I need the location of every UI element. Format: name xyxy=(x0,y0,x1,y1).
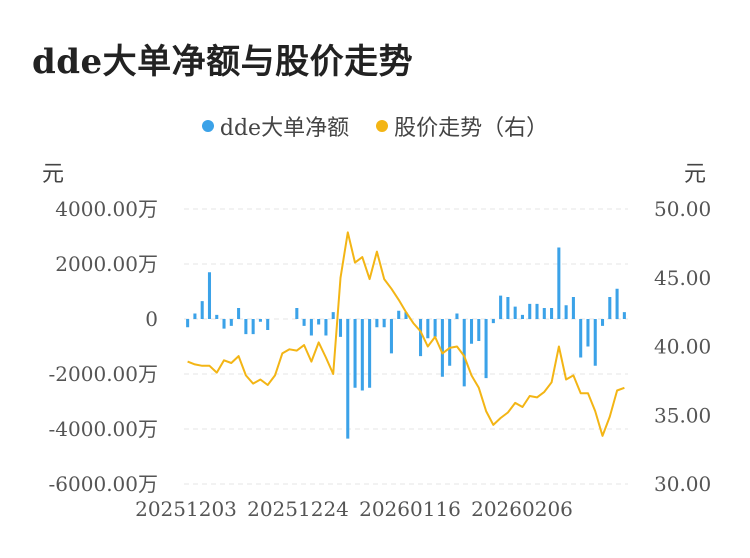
bar xyxy=(251,319,255,335)
legend-item-dde[interactable]: dde大单净额 xyxy=(201,110,350,142)
left-tick-label: -6000.00万 xyxy=(49,472,158,496)
legend-marker-price xyxy=(376,120,389,132)
bar xyxy=(346,319,350,439)
bar xyxy=(622,312,626,319)
left-tick-label: -2000.00万 xyxy=(49,362,158,386)
bar xyxy=(382,319,386,328)
bar xyxy=(600,319,605,326)
bar xyxy=(244,319,248,335)
line-series-price xyxy=(187,231,625,437)
right-tick-label: 35.00 xyxy=(654,403,711,427)
bar xyxy=(375,319,379,328)
right-tick-label: 30.00 xyxy=(654,472,711,496)
bar xyxy=(557,247,561,319)
x-tick-label: 20251203 xyxy=(135,497,237,521)
bar xyxy=(360,319,364,391)
bar xyxy=(389,319,393,354)
bar xyxy=(302,319,306,326)
legend-label-dde: dde大单净额 xyxy=(219,116,350,141)
bar xyxy=(331,312,335,319)
x-axis: 20251203 20251224 20260116 20260206 xyxy=(135,497,573,521)
bar xyxy=(564,305,568,319)
right-tick-label: 45.00 xyxy=(654,266,711,290)
bar xyxy=(419,319,423,357)
left-tick-label: 0 xyxy=(145,307,158,331)
bar xyxy=(491,319,495,324)
bar xyxy=(535,303,539,319)
bar xyxy=(193,313,197,319)
bar xyxy=(440,319,444,377)
bar xyxy=(237,308,241,319)
gridlines xyxy=(184,208,628,485)
left-axis-unit: 元 xyxy=(42,162,65,187)
bar xyxy=(513,306,517,319)
bar xyxy=(455,313,459,319)
x-tick-label: 20260206 xyxy=(471,497,573,521)
bar xyxy=(309,319,313,336)
bar xyxy=(433,319,437,337)
bar xyxy=(317,319,321,325)
legend-marker-dde xyxy=(201,120,214,132)
bar xyxy=(477,319,481,341)
bar xyxy=(368,319,372,388)
bar xyxy=(207,272,212,319)
bar xyxy=(593,319,597,366)
bar xyxy=(528,303,532,319)
bar xyxy=(200,301,204,319)
bar xyxy=(266,319,270,330)
price-line xyxy=(187,231,625,437)
bar xyxy=(550,308,554,319)
bar xyxy=(571,297,575,319)
bar xyxy=(229,319,233,326)
bar xyxy=(426,319,430,339)
bar xyxy=(338,319,343,337)
bar xyxy=(615,288,619,319)
x-tick-label: 20251224 xyxy=(247,497,349,521)
bar xyxy=(469,319,474,344)
bar xyxy=(579,319,583,358)
bar xyxy=(404,312,408,319)
bar xyxy=(397,310,401,319)
bar xyxy=(520,314,524,319)
right-axis-unit: 元 xyxy=(684,162,707,187)
bar-series-dde xyxy=(186,247,626,439)
bar xyxy=(484,319,488,379)
legend-label-price: 股价走势（右） xyxy=(394,116,549,141)
left-axis: 4000.00万 2000.00万 0 -2000.00万 -4000.00万 -6000… xyxy=(49,197,158,496)
bar xyxy=(608,297,612,319)
right-tick-label: 50.00 xyxy=(654,197,711,221)
bar xyxy=(448,319,452,366)
bar xyxy=(324,319,328,336)
right-axis: 50.00 45.00 40.00 35.00 30.00 xyxy=(654,197,711,496)
left-tick-label: 2000.00万 xyxy=(55,252,158,276)
left-tick-label: 4000.00万 xyxy=(55,197,158,221)
bar xyxy=(586,319,590,347)
right-tick-label: 40.00 xyxy=(654,335,711,359)
bar xyxy=(542,308,546,319)
x-tick-label: 20260116 xyxy=(359,497,461,521)
bar xyxy=(222,319,226,329)
bar xyxy=(186,319,190,328)
left-tick-label: -4000.00万 xyxy=(49,417,158,441)
bar xyxy=(215,314,219,319)
bar xyxy=(258,319,262,322)
bar xyxy=(506,297,510,319)
bar xyxy=(295,308,299,319)
chart-title: dde大单净额与股价走势 xyxy=(32,42,414,82)
bar xyxy=(499,295,503,319)
legend: dde大单净额 股价走势（右） xyxy=(0,110,750,142)
legend-item-price[interactable]: 股价走势（右） xyxy=(376,110,548,142)
bar xyxy=(462,319,466,387)
bar xyxy=(353,319,357,388)
